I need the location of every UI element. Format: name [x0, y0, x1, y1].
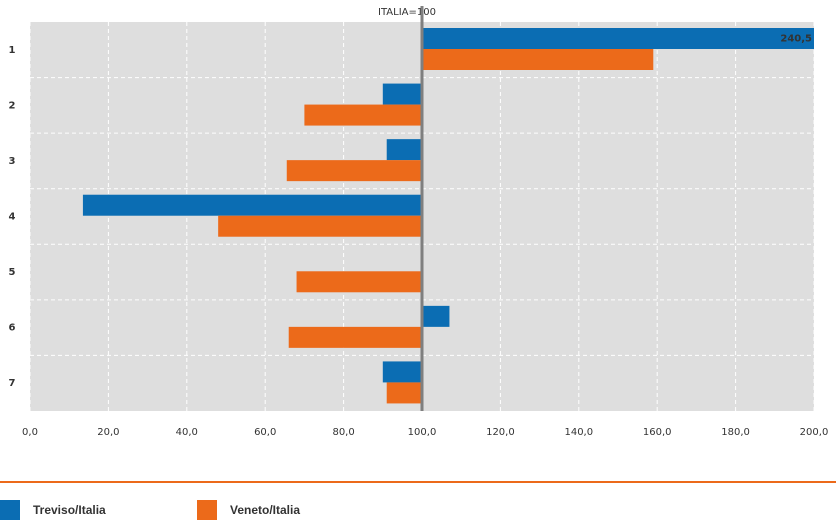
- bar: [422, 49, 654, 70]
- bar: [422, 28, 814, 49]
- legend-swatch: [0, 500, 20, 520]
- x-tick-label: 200,0: [800, 427, 829, 438]
- x-tick-label: 140,0: [564, 427, 593, 438]
- bar: [386, 139, 422, 161]
- annotation: ITALIA=100: [378, 7, 436, 18]
- x-tick-label: 0,0: [22, 427, 38, 438]
- legend-swatch: [197, 500, 217, 520]
- bar: [304, 104, 422, 126]
- y-tick-label: 2: [9, 100, 16, 111]
- bar: [296, 271, 422, 293]
- x-tick-label: 20,0: [97, 427, 119, 438]
- x-tick-label: 40,0: [176, 427, 198, 438]
- x-tick-label: 160,0: [643, 427, 672, 438]
- value-label: 240,5: [780, 34, 812, 45]
- bars: [82, 28, 814, 404]
- x-tick-label: 180,0: [721, 427, 750, 438]
- bar: [382, 361, 422, 383]
- y-tick-label: 7: [9, 378, 16, 389]
- y-tick-label: 5: [9, 267, 16, 278]
- legend-label: Veneto/Italia: [230, 503, 300, 517]
- x-tick-label: 100,0: [408, 427, 437, 438]
- bar: [218, 215, 422, 237]
- legend-label: Treviso/Italia: [33, 503, 106, 517]
- bar: [386, 382, 422, 404]
- bar: [288, 326, 422, 348]
- y-tick-label: 4: [9, 212, 16, 223]
- bar: [382, 83, 422, 105]
- bar: [286, 160, 422, 182]
- bar: [422, 305, 450, 327]
- x-tick-label: 120,0: [486, 427, 515, 438]
- x-tick-label: 80,0: [332, 427, 354, 438]
- x-tick-label: 60,0: [254, 427, 276, 438]
- y-tick-label: 6: [9, 323, 16, 334]
- y-tick-label: 3: [9, 156, 16, 167]
- bar: [82, 194, 423, 216]
- y-tick-label: 1: [9, 45, 16, 56]
